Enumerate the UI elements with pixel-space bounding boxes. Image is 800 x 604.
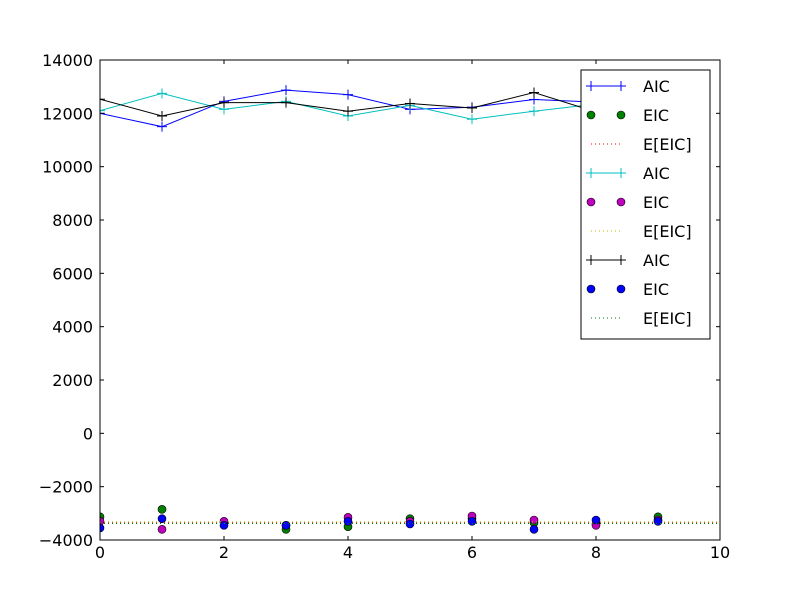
y-tick-label: 10000 [42,158,93,177]
data-point-0-4 [343,89,353,100]
data-point-7-2 [219,521,229,530]
series-line-0 [100,89,659,128]
data-point-6-4 [343,106,353,117]
legend-label: EIC [643,106,669,125]
legend-label: AIC [643,77,670,96]
x-tick-label: 8 [591,543,601,562]
legend-entry-8: E[EIC] [591,309,692,328]
data-point-7-8 [591,515,601,525]
data-point-6-2 [219,97,229,108]
y-tick-label: −2000 [39,478,93,497]
data-point-3-6 [467,114,477,125]
series-1 [100,505,663,534]
legend: AIC EIC E[EIC] AIC EIC E[EIC] AIC EIC E[EIC] [580,69,711,340]
data-point-1-1 [157,505,167,514]
y-tick-label: 2000 [52,371,93,390]
legend-box [580,69,711,340]
data-point-4-1 [157,525,167,534]
data-point-7-0 [100,523,105,533]
series-line-6 [100,92,659,117]
legend-label: AIC [643,164,670,183]
data-point-7-6 [467,517,477,526]
legend-entry-7: EIC [586,280,669,299]
data-point-6-5 [405,98,415,109]
data-point-6-7 [529,87,539,98]
y-tick-label: 14000 [42,51,93,70]
legend-entry-2: E[EIC] [591,135,692,154]
legend-label: EIC [643,280,669,299]
data-point-7-9 [653,517,663,526]
series-0 [100,85,663,132]
data-point-6-6 [467,103,477,113]
data-point-3-1 [157,88,167,99]
data-point-7-5 [405,519,415,529]
x-tick-label: 4 [343,543,353,562]
legend-marker-a [586,197,596,207]
legend-marker-b [616,284,626,294]
y-tick-label: 0 [83,424,93,443]
data-point-0-1 [157,121,167,132]
legend-marker-b [616,110,626,120]
series-layer [100,85,720,534]
data-point-6-3 [281,97,291,108]
tick-layer: 0 2 4 6 8 10 −4000 −2000 0 2000 4000 6000 8000 10000 1… [39,51,730,562]
legend-entry-3: AIC [586,164,670,183]
y-tick-label: 6000 [52,264,93,283]
legend-marker-b [616,197,626,207]
data-point-7-3 [281,521,291,530]
series-6 [100,87,663,121]
data-point-3-7 [529,106,539,117]
legend-marker-b [616,81,626,91]
legend-label: EIC [643,193,669,212]
legend-entry-1: EIC [586,106,669,125]
x-tick-label: 10 [710,543,730,562]
legend-label: E[EIC] [643,309,692,328]
legend-marker-b [616,255,626,265]
data-point-7-7 [529,525,539,534]
data-point-4-7 [529,515,539,525]
legend-label: E[EIC] [643,222,692,241]
legend-marker-a [586,110,596,120]
legend-marker-a [586,255,596,265]
data-point-0-3 [281,85,291,96]
data-point-7-4 [343,517,353,526]
data-point-6-0 [100,94,105,105]
legend-entry-4: EIC [586,193,669,212]
y-tick-label: 8000 [52,211,93,230]
data-point-3-0 [100,105,105,116]
data-point-6-1 [157,111,167,121]
legend-marker-a [586,284,596,294]
y-tick-label: −4000 [39,531,93,550]
legend-marker-a [586,81,596,91]
legend-entry-6: AIC [586,251,670,270]
y-tick-label: 12000 [42,104,93,123]
legend-label: AIC [643,251,670,270]
legend-marker-b [616,168,626,178]
legend-marker-a [586,168,596,178]
y-tick-label: 4000 [52,318,93,337]
x-tick-label: 2 [219,543,229,562]
x-tick-label: 6 [467,543,477,562]
x-tick-label: 0 [95,543,105,562]
series-7 [100,514,663,534]
plot-frame [99,59,721,541]
legend-label: E[EIC] [643,135,692,154]
series-line-3 [100,92,659,120]
legend-entry-5: E[EIC] [591,222,692,241]
data-point-7-1 [157,514,167,523]
legend-entry-0: AIC [586,77,670,96]
